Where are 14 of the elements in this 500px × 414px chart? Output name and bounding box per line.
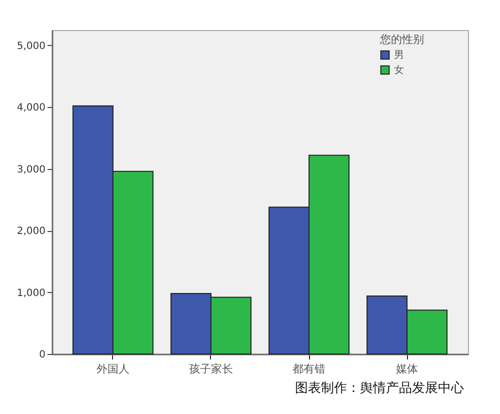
legend-title: 您的性别	[379, 33, 424, 46]
y-tick-label: 3,000	[16, 164, 46, 176]
x-tick-label: 外国人	[96, 362, 130, 376]
y-tick-label: 0	[39, 350, 46, 360]
x-tick-label: 媒体	[396, 362, 418, 376]
text: 图表制作：舆情产品发展中心	[295, 381, 464, 397]
y-tick-label: 4,000	[16, 102, 46, 114]
x-tick-label: 都有错	[292, 362, 326, 376]
y-tick-label: 2,000	[16, 226, 46, 238]
legend-label: 女	[394, 64, 404, 76]
legend-label: 男	[394, 50, 404, 61]
y-tick-label: 1,000	[16, 288, 46, 299]
x-tick-label: 孩子家长	[188, 362, 233, 376]
y-tick-label: 5,000	[16, 40, 46, 52]
